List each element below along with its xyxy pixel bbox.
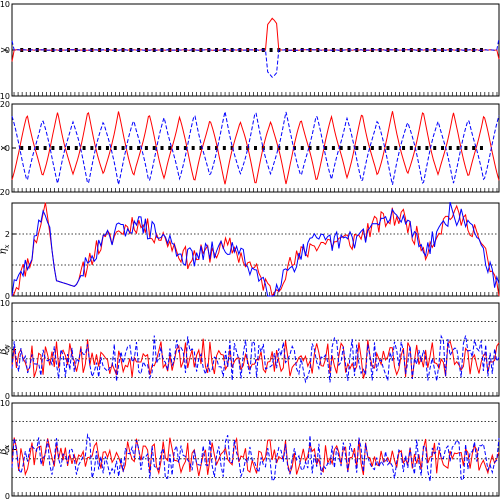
panel-1-element-marker [409,146,413,150]
panel-4-ytick-label-1: 5 [5,446,10,455]
panel-1-element-marker [121,146,125,150]
panel-2-ytick-label-0: 0 [5,292,10,301]
panel-3-frame [11,302,500,397]
panel-1-element-marker [363,146,367,150]
panel-1-element-marker [394,146,398,150]
panel-1-element-marker [105,146,109,150]
panel-1-element-marker [425,146,429,150]
panel-1-element-marker [152,146,156,150]
panel-1-element-marker [269,146,273,150]
panel-1-element-marker [331,146,335,150]
panel-4-ylabel: βx [0,445,11,456]
panel-4-series-1 [11,433,500,483]
panel-2-frame [11,202,500,297]
panel-3-ytick-label-1: 5 [5,346,10,355]
panel-1-element-marker [137,146,141,150]
panel-1-element-marker [448,146,452,150]
panel-1-element-marker [277,146,281,150]
panel-1-element-marker [207,146,211,150]
panel-2-series-0 [11,202,500,298]
panel-1-element-marker [472,146,476,150]
panel-1-element-marker [230,146,234,150]
panel-1-element-marker [183,146,187,150]
panel-1-element-marker [433,146,437,150]
panel-0-element-marker [269,48,273,52]
panel-1-element-marker [28,146,32,150]
panel-4-ytick-label-2: 10 [0,399,10,408]
panel-1-element-marker [292,146,296,150]
panel-3-ytick-label-2: 10 [0,299,10,308]
panel-1-element-marker [144,146,148,150]
panel-1-series-0 [11,111,500,185]
panel-1-element-marker [464,146,468,150]
panel-1-element-marker [168,146,172,150]
panel-1-element-marker [222,146,226,150]
panel-1-element-marker [316,146,320,150]
panel-1-element-marker [191,146,195,150]
panel-1-element-marker [386,146,390,150]
panel-4-ylabel-subscript: x [3,445,11,449]
panel-1-ytick-label-2: 20 [0,100,10,109]
panel-0-ytick-label-0: -10 [0,92,10,101]
panel-1-element-marker [90,146,94,150]
panel-1-element-marker [43,146,47,150]
panel-1-element-marker [98,146,102,150]
panel-4-ytick-label-0: 0 [5,492,10,501]
panel-2-ylabel: ηx [0,244,11,254]
panel-1-element-marker [160,146,164,150]
panel-3-series-1 [11,334,500,384]
panel-1-element-marker [113,146,117,150]
panel-2-series-1 [11,201,500,297]
panel-0-ytick-label-2: 10 [0,0,10,9]
panel-1-element-marker [176,146,180,150]
panel-0-ytick-label-1: 0 [5,46,10,55]
panel-1-element-marker [74,146,78,150]
panel-1-element-marker [51,146,55,150]
panel-1-element-marker [324,146,328,150]
panel-1-series-1 [11,111,500,185]
panel-1-element-marker [59,146,63,150]
panel-1-element-marker [215,146,219,150]
panel-1-element-marker [238,146,242,150]
panel-1-element-marker [479,146,483,150]
panel-1-element-marker [285,146,289,150]
panel-0-series-0 [11,17,500,62]
panel-1-element-marker [378,146,382,150]
panel-3-ytick-label-0: 0 [5,392,10,401]
panel-1-element-marker [441,146,445,150]
panel-1-element-marker [199,146,203,150]
panel-1-element-marker [254,146,257,150]
panel-1-element-marker [355,146,359,150]
panel-1-element-marker [402,146,406,150]
panel-1-element-marker [35,146,39,150]
panel-1-element-marker [417,146,421,150]
panel-0-series-1 [11,38,500,78]
panel-4-series-0 [11,436,500,477]
panel-1-element-marker [66,146,70,150]
panel-2-ylabel-subscript: x [3,244,11,248]
panel-1-element-marker [82,146,86,150]
panel-3-ylabel-subscript: y [3,344,11,350]
panel-3-ylabel: βy [0,344,11,356]
panel-1-element-marker [347,146,351,150]
panel-1-element-marker [129,146,133,150]
panel-2-ytick-label-1: 2 [5,230,10,239]
panel-1-ytick-label-0: -20 [0,188,10,197]
panel-1-ytick-label-1: 0 [5,144,10,153]
panel-1-element-marker [370,146,374,150]
panel-1-ylabel: x [0,145,9,151]
panel-1-element-marker [300,146,304,150]
panel-0-ylabel: y [0,47,9,53]
panel-1-element-marker [339,146,343,150]
panel-1-element-marker [456,146,460,150]
panel-1-element-marker [20,146,24,150]
panel-1-element-marker [308,146,312,150]
